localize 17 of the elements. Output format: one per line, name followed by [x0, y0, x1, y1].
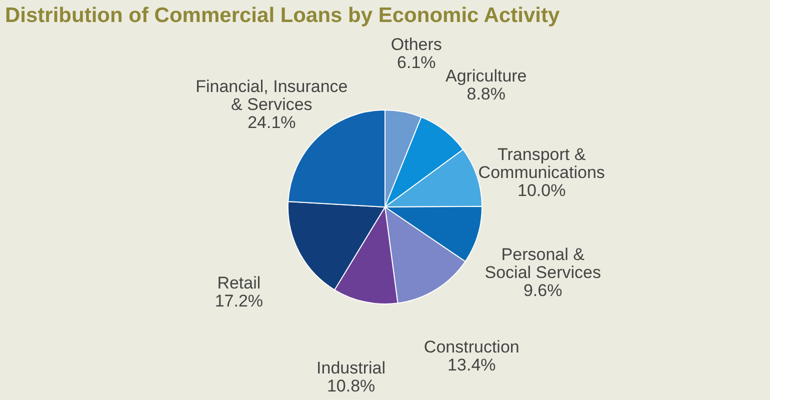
- chart-title: Distribution of Commercial Loans by Economic Activity: [5, 4, 560, 28]
- slice-label: Transport & Communications: [478, 145, 605, 182]
- slice-label: Financial, Insurance & Services: [196, 77, 348, 114]
- data-label: 8.8%: [466, 84, 506, 104]
- slice-label: Personal & Social Services: [484, 245, 601, 282]
- data-label: 10.0%: [518, 181, 566, 200]
- data-label: 10.8%: [326, 376, 376, 396]
- slice-label: Retail: [217, 274, 261, 293]
- slice-label: Agriculture: [445, 66, 527, 86]
- data-label: 6.1%: [397, 53, 436, 72]
- data-label: 13.4%: [448, 355, 496, 374]
- data-label: 9.6%: [523, 281, 562, 300]
- slice-label: Industrial: [316, 358, 386, 378]
- slice-label: Others: [390, 35, 442, 54]
- data-label: 17.2%: [214, 292, 264, 311]
- data-label: 24.1%: [248, 113, 296, 132]
- slice-label: Construction: [424, 337, 520, 356]
